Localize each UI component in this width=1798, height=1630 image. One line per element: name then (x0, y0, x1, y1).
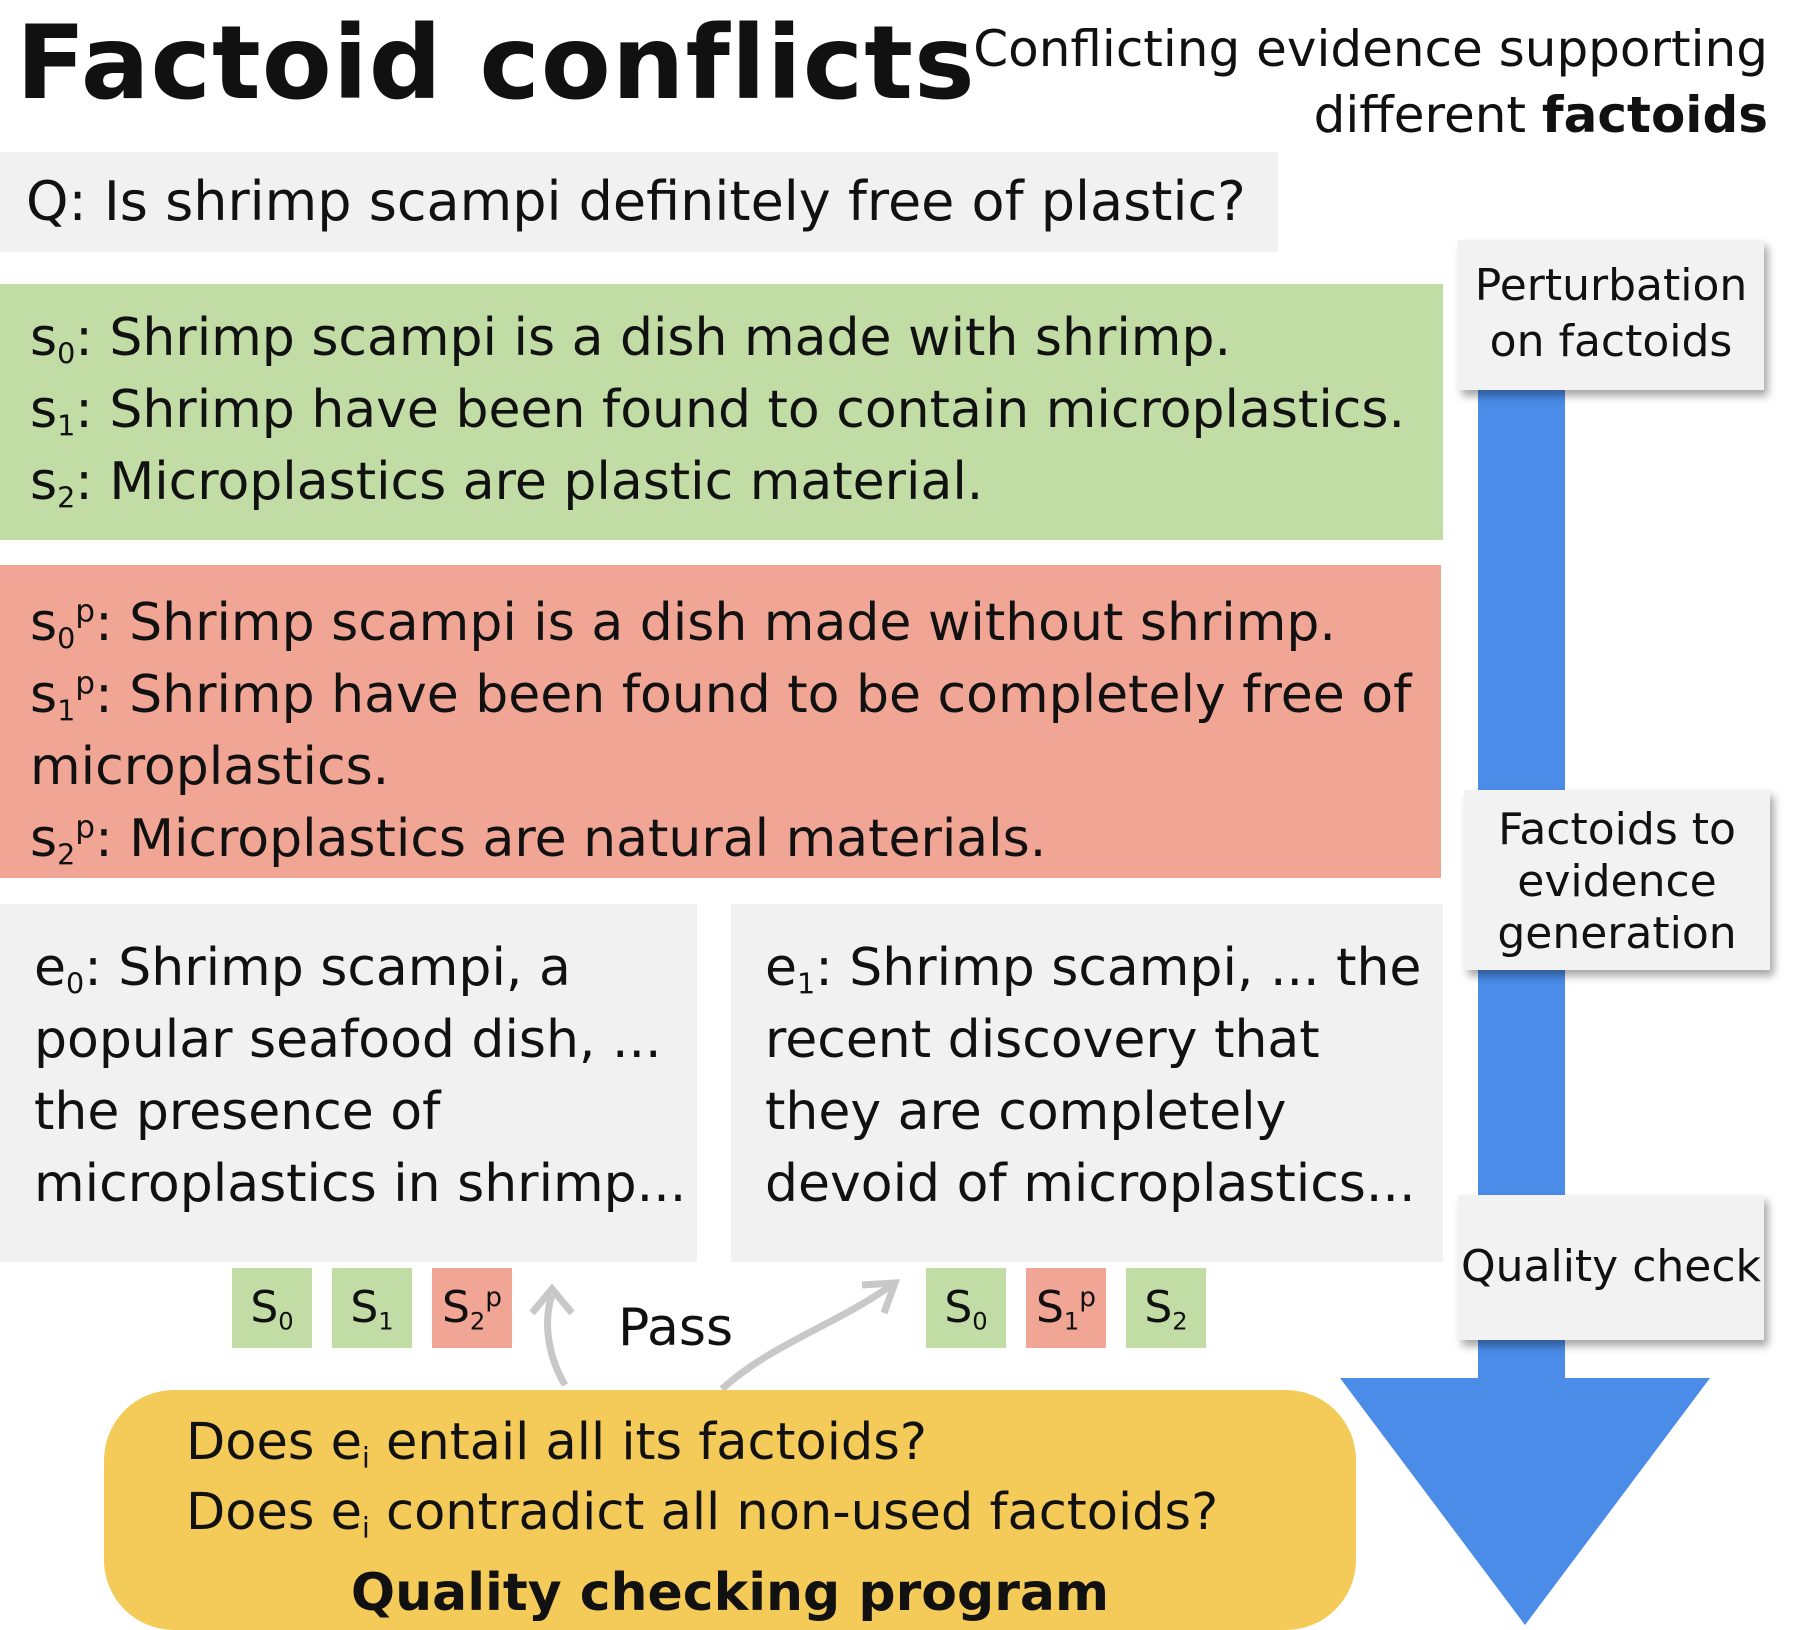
evidence-line: microplastics in shrimp... (34, 1154, 687, 1214)
chip-sub: 0 (278, 1307, 294, 1336)
perturbed-sup: p (75, 593, 96, 630)
step-line: Perturbation (1474, 260, 1748, 311)
evidence-text: : Shrimp scampi, ... the (815, 938, 1422, 998)
chip-letter: S (350, 1282, 379, 1333)
step-perturbation: Perturbation on factoids (1458, 240, 1764, 390)
chip-s2p: S2p (432, 1268, 512, 1348)
subtitle-line-1: Conflicting evidence supporting (973, 20, 1768, 78)
evidence-box-e0: e0: Shrimp scampi, a popular seafood dis… (0, 904, 697, 1262)
step-line: generation (1497, 908, 1737, 959)
perturbed-sub: 2 (57, 837, 76, 872)
pass-label: Pass (618, 1298, 734, 1358)
factoid-sub: 2 (57, 480, 76, 515)
perturbed-text: : Microplastics are natural materials. (95, 809, 1047, 869)
evidence-box-e1: e1: Shrimp scampi, ... the recent discov… (731, 904, 1443, 1262)
chip-sub: 2 (469, 1307, 486, 1336)
step-evidence-generation: Factoids to evidence generation (1464, 790, 1770, 970)
chip-sub: 2 (1172, 1307, 1188, 1336)
evidence-letter: e (765, 938, 797, 998)
subtitle-bold: factoids (1541, 86, 1768, 144)
curved-arrow-icon (529, 1279, 901, 1392)
question-suffix: entail all its factoids? (369, 1413, 927, 1472)
question-sub: i (362, 1441, 370, 1475)
chip-s1p: S1p (1026, 1268, 1106, 1348)
perturbed-line: microplastics. (30, 731, 1441, 803)
question-suffix: contradict all non-used factoids? (369, 1483, 1219, 1542)
evidence-line: they are completely (765, 1082, 1287, 1142)
evidence-text: : Shrimp scampi, a (84, 938, 571, 998)
question-prefix: Does e (186, 1413, 363, 1472)
perturbed-letter: s (30, 593, 58, 653)
quality-question-1: Does ei entail all its factoids? (186, 1408, 1356, 1478)
chip-s2: S2 (1126, 1268, 1206, 1348)
chip-letter: S (250, 1282, 279, 1333)
evidence-line: popular seafood dish, ... (34, 1010, 662, 1070)
perturbed-line: s0p: Shrimp scampi is a dish made withou… (30, 587, 1441, 659)
chip-letter: S (944, 1282, 973, 1333)
chip-sup: p (1079, 1282, 1097, 1314)
evidence-sub: 1 (797, 966, 816, 1001)
evidence-line: the presence of (34, 1082, 441, 1142)
evidence-line: e0: Shrimp scampi, a (34, 932, 697, 1004)
evidence-line: devoid of microplastics... (765, 1154, 1416, 1214)
quality-program-title: Quality checking program (350, 1563, 1110, 1623)
perturbed-line: s2p: Microplastics are natural materials… (30, 803, 1441, 875)
perturbed-sup: p (75, 665, 96, 702)
factoid-sub: 1 (57, 408, 76, 443)
perturbed-factoids-box: s0p: Shrimp scampi is a dish made withou… (0, 565, 1441, 878)
chip-sup: p (485, 1282, 503, 1314)
factoid-line: s1: Shrimp have been found to contain mi… (30, 374, 1443, 446)
factoid-letter: s (30, 380, 58, 440)
factoid-letter: s (30, 452, 58, 512)
factoid-text: : Shrimp have been found to contain micr… (75, 380, 1405, 440)
step-quality-check: Quality check (1458, 1195, 1764, 1340)
page-subtitle: Conflicting evidence supporting differen… (973, 16, 1768, 148)
factoid-letter: s (30, 308, 58, 368)
perturbed-letter: s (30, 665, 58, 725)
perturbed-line: s1p: Shrimp have been found to be comple… (30, 659, 1441, 731)
factoid-sub: 0 (57, 336, 76, 371)
quality-question-2: Does ei contradict all non-used factoids… (186, 1478, 1356, 1548)
evidence-line: e1: Shrimp scampi, ... the (765, 932, 1443, 1004)
evidence-line: recent discovery that (765, 1010, 1320, 1070)
perturbed-text: : Shrimp have been found to be completel… (95, 665, 1412, 725)
perturbed-letter: s (30, 809, 58, 869)
evidence-sub: 0 (66, 966, 85, 1001)
factoids-box: s0: Shrimp scampi is a dish made with sh… (0, 284, 1443, 540)
question-sub: i (362, 1511, 370, 1545)
factoid-line: s0: Shrimp scampi is a dish made with sh… (30, 302, 1443, 374)
subtitle-prefix: different (1313, 86, 1542, 144)
perturbed-sub: 0 (57, 621, 76, 656)
question-box: Q: Is shrimp scampi definitely free of p… (0, 152, 1278, 252)
chip-sub: 1 (378, 1307, 394, 1336)
step-line: on factoids (1489, 316, 1733, 367)
step-line: Quality check (1460, 1241, 1762, 1292)
chip-letter: S (441, 1282, 470, 1333)
subtitle-line-2: different factoids (973, 82, 1768, 148)
factoid-line: s2: Microplastics are plastic material. (30, 446, 1443, 518)
question-prefix: Does e (186, 1483, 363, 1542)
evidence-letter: e (34, 938, 66, 998)
chip-letter: S (1144, 1282, 1173, 1333)
chip-s0: S0 (926, 1268, 1006, 1348)
chip-s0: S0 (232, 1268, 312, 1348)
perturbed-text: microplastics. (30, 737, 390, 797)
page-title: Factoid conflicts (16, 4, 976, 123)
chip-s1: S1 (332, 1268, 412, 1348)
chip-sub: 1 (1063, 1307, 1080, 1336)
quality-checking-program: Does ei entail all its factoids? Does ei… (104, 1390, 1356, 1630)
chip-letter: S (1035, 1282, 1064, 1333)
perturbed-text: : Shrimp scampi is a dish made without s… (95, 593, 1336, 653)
factoid-text: : Microplastics are plastic material. (75, 452, 984, 512)
chip-sub: 0 (972, 1307, 988, 1336)
step-line: Factoids to (1498, 804, 1736, 855)
perturbed-sup: p (75, 809, 96, 846)
perturbed-sub: 1 (57, 693, 76, 728)
step-line: evidence (1517, 856, 1717, 907)
factoid-text: : Shrimp scampi is a dish made with shri… (75, 308, 1231, 368)
